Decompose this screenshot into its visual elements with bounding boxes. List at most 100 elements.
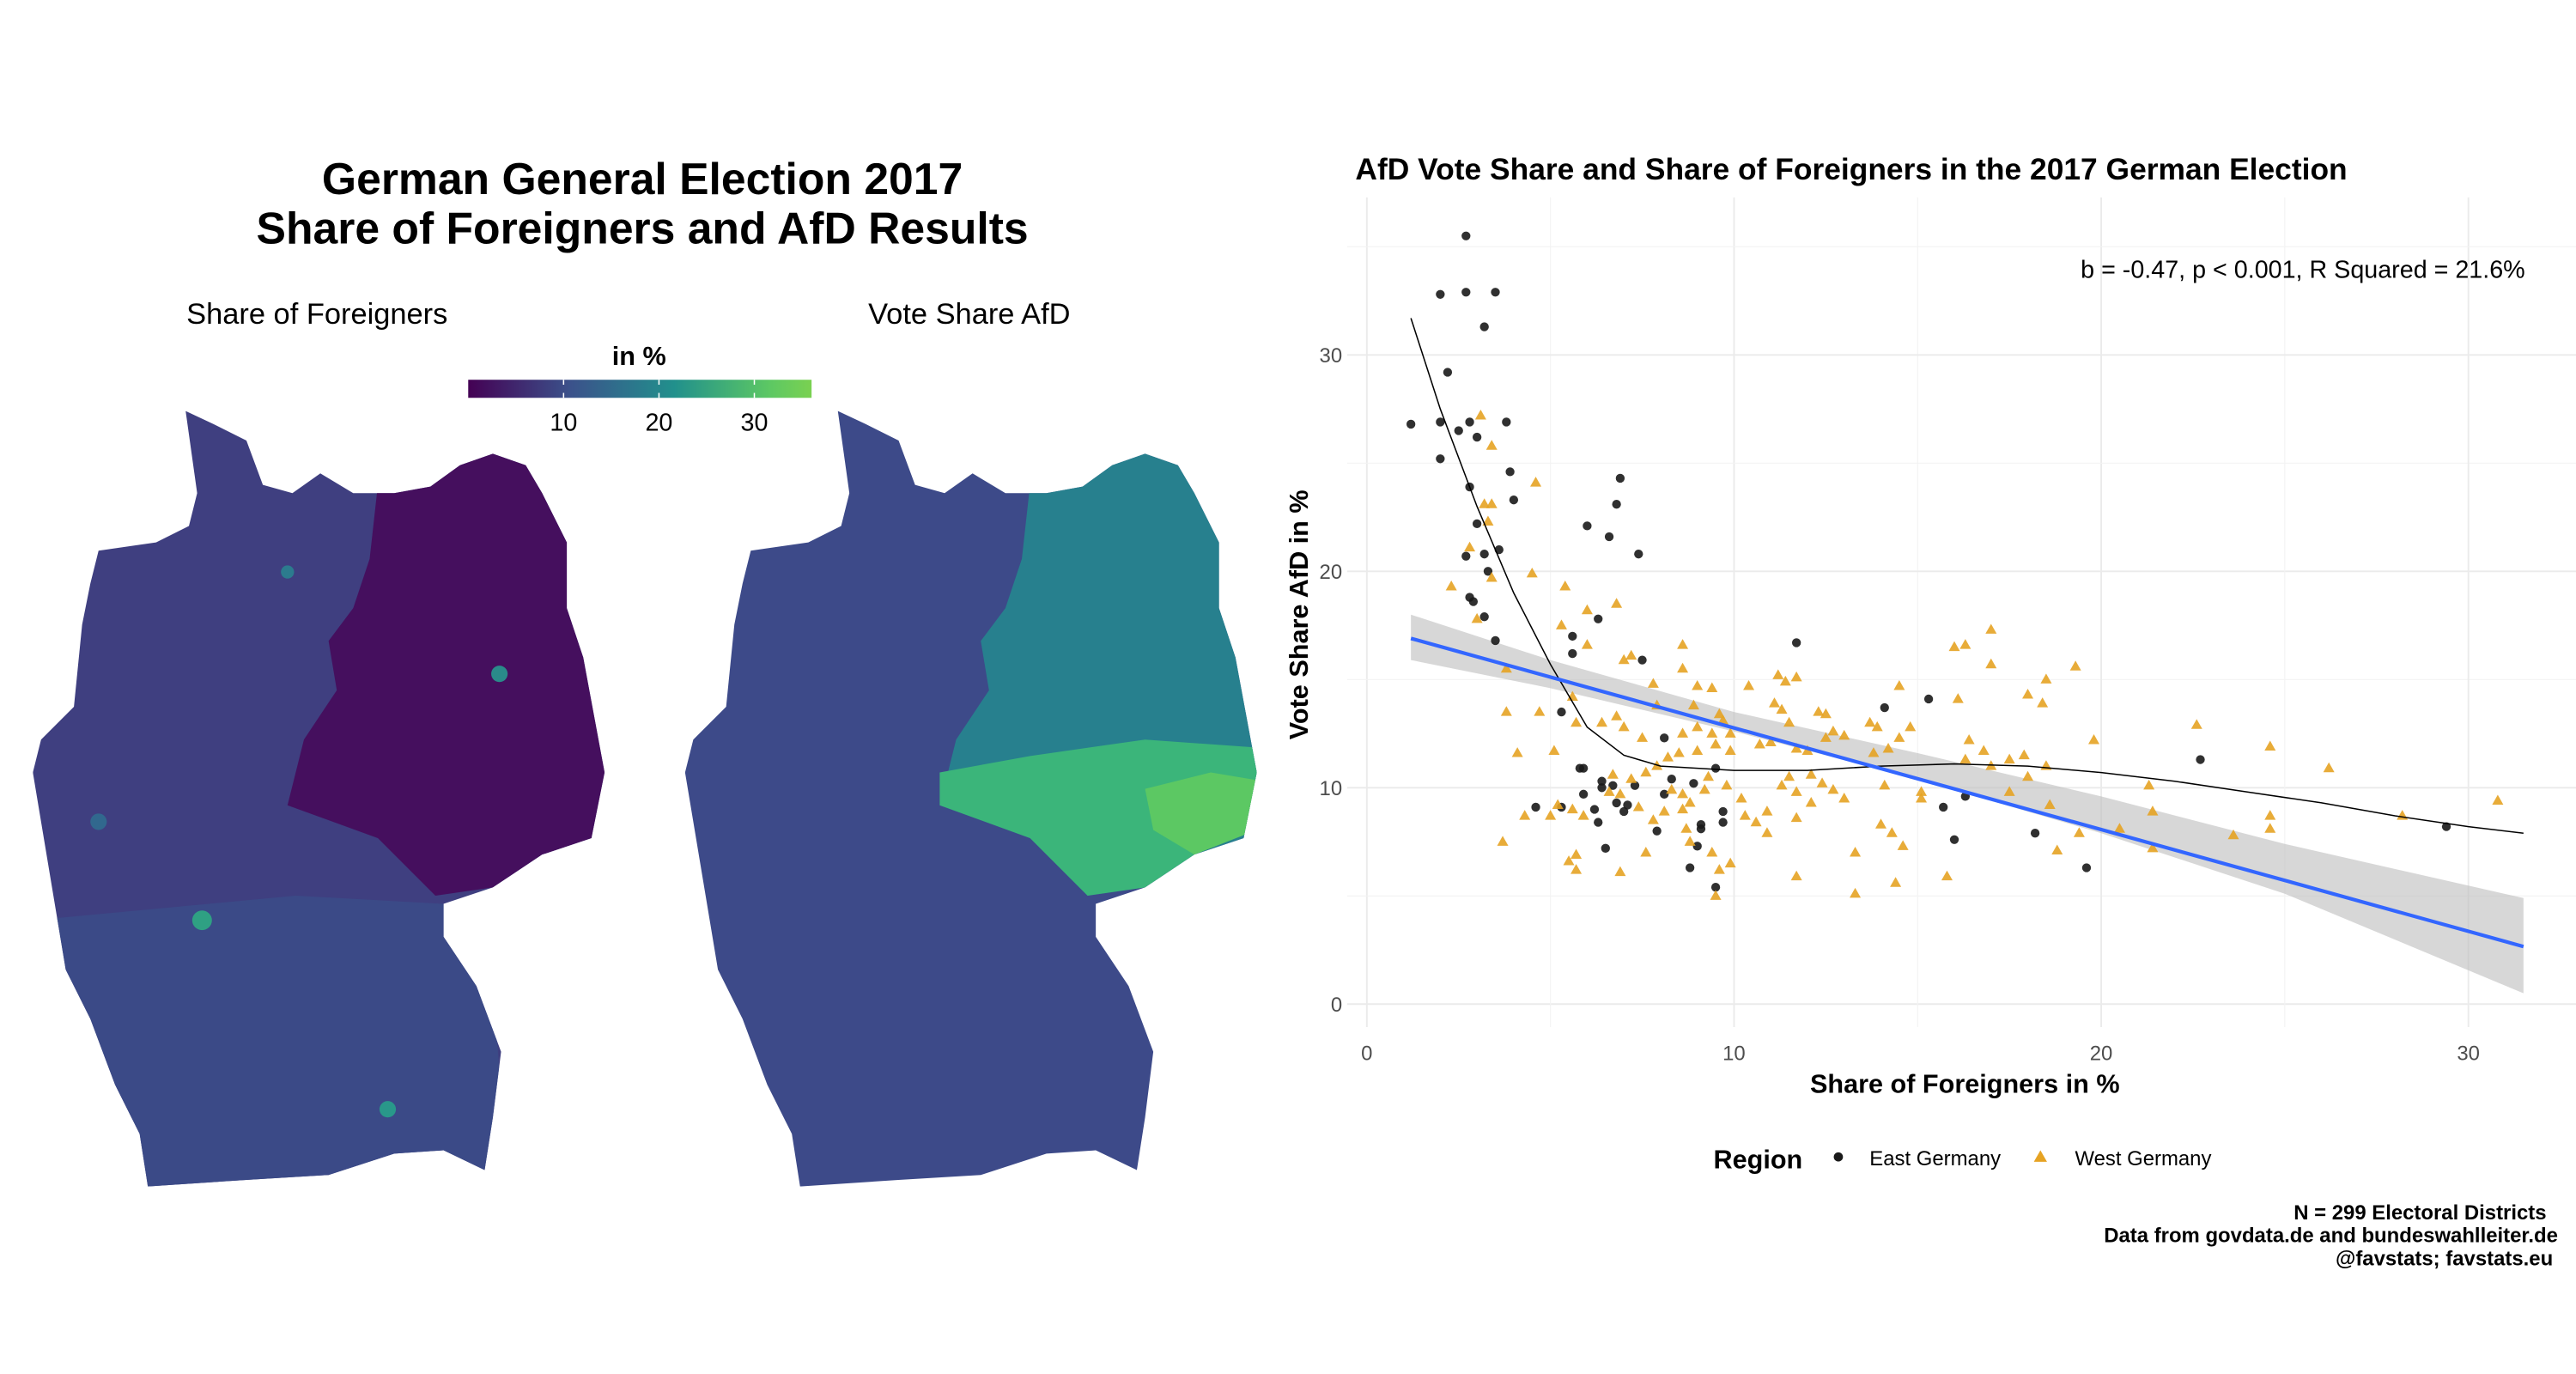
point-east-germany xyxy=(1436,289,1445,299)
y-axis-ticks: 0 10 20 30 xyxy=(1320,344,1343,1017)
point-west-germany xyxy=(2040,673,2052,684)
y-tick-label: 0 xyxy=(1331,994,1342,1017)
point-west-germany xyxy=(1684,797,1696,807)
point-west-germany xyxy=(2069,660,2081,671)
legend-east-marker xyxy=(1833,1152,1844,1162)
point-east-germany xyxy=(1660,789,1669,799)
point-east-germany xyxy=(1578,789,1589,799)
point-west-germany xyxy=(1497,836,1509,846)
map1-city-hotspot xyxy=(191,910,212,931)
point-west-germany xyxy=(1790,671,1802,682)
point-west-germany xyxy=(1948,641,1960,652)
point-west-germany xyxy=(1743,679,1755,690)
point-west-germany xyxy=(1519,810,1531,820)
point-west-germany xyxy=(1563,855,1575,866)
confidence-band xyxy=(1411,614,2524,994)
point-east-germany xyxy=(1443,368,1453,377)
point-west-germany xyxy=(1893,732,1905,742)
point-west-germany xyxy=(1959,753,1971,764)
point-west-germany xyxy=(1750,816,1762,827)
point-east-germany xyxy=(1483,567,1493,576)
point-east-germany xyxy=(1630,781,1640,790)
point-east-germany xyxy=(1479,612,1489,622)
point-west-germany xyxy=(1692,679,1704,690)
point-west-germany xyxy=(1724,727,1736,738)
point-west-germany xyxy=(1713,708,1725,719)
point-west-germany xyxy=(1566,803,1578,814)
maps-title-line1: German General Election 2017 xyxy=(322,154,963,204)
linear-fit-line xyxy=(1410,636,2524,949)
legend-west-marker xyxy=(2033,1150,2047,1162)
point-west-germany xyxy=(1640,846,1652,857)
point-west-germany xyxy=(1607,769,1619,779)
point-west-germany xyxy=(1941,870,1953,881)
point-west-germany xyxy=(1820,732,1832,742)
point-west-germany xyxy=(1724,857,1736,868)
point-east-germany xyxy=(1619,806,1629,817)
point-east-germany xyxy=(1594,818,1603,827)
point-west-germany xyxy=(2051,844,2063,854)
point-west-germany xyxy=(1445,581,1457,591)
point-west-germany xyxy=(1890,877,1902,887)
map1-region-south xyxy=(33,895,510,1187)
point-west-germany xyxy=(1625,649,1637,660)
point-west-germany xyxy=(1637,732,1649,742)
point-west-germany xyxy=(1581,639,1593,649)
x-tick-label: 0 xyxy=(1361,1042,1372,1065)
map2-region-saxony-thuringia xyxy=(939,739,1257,896)
point-west-germany xyxy=(1500,662,1512,673)
point-west-germany xyxy=(1783,770,1795,781)
point-west-germany xyxy=(2022,689,2034,699)
point-east-germany xyxy=(1623,800,1632,810)
point-west-germany xyxy=(1724,745,1736,756)
point-east-germany xyxy=(1468,597,1479,606)
point-west-germany xyxy=(2044,799,2056,810)
point-west-germany xyxy=(2227,829,2239,840)
point-west-germany xyxy=(1886,827,1898,837)
point-east-germany xyxy=(1718,818,1728,827)
point-west-germany xyxy=(1985,623,1997,634)
point-west-germany xyxy=(1545,810,1557,820)
point-west-germany xyxy=(1559,581,1571,591)
point-west-germany xyxy=(1838,792,1850,803)
x-axis-ticks: 0 10 20 30 xyxy=(1361,1042,2480,1065)
point-west-germany xyxy=(1790,743,1802,753)
point-east-germany xyxy=(1604,532,1614,542)
point-west-germany xyxy=(1916,792,1928,803)
map1-city-hotspot xyxy=(90,813,107,830)
point-east-germany xyxy=(1531,802,1540,812)
point-west-germany xyxy=(1790,870,1802,881)
point-west-germany xyxy=(2264,810,2276,820)
point-west-germany xyxy=(1687,699,1699,710)
point-west-germany xyxy=(1479,498,1491,508)
point-west-germany xyxy=(1805,797,1817,807)
point-east-germany xyxy=(1461,288,1471,297)
map-vote-share-afd xyxy=(684,410,1257,1187)
point-east-germany xyxy=(1583,521,1592,531)
point-west-germany xyxy=(1571,864,1583,874)
point-west-germany xyxy=(1526,567,1538,578)
point-west-germany xyxy=(1571,848,1583,859)
point-west-germany xyxy=(1710,890,1722,900)
point-west-germany xyxy=(2003,753,2015,764)
point-west-germany xyxy=(2190,719,2202,729)
point-west-germany xyxy=(1952,693,1964,703)
point-west-germany xyxy=(1772,669,1784,679)
point-west-germany xyxy=(1640,766,1652,777)
point-west-germany xyxy=(1684,836,1696,846)
point-east-germany xyxy=(2196,755,2205,764)
point-west-germany xyxy=(1658,806,1670,816)
point-west-germany xyxy=(1500,706,1512,716)
point-west-germany xyxy=(1827,725,1839,736)
point-west-germany xyxy=(1879,779,1891,790)
point-east-germany xyxy=(1491,288,1500,297)
point-west-germany xyxy=(1647,678,1659,688)
point-west-germany xyxy=(1905,720,1917,732)
point-west-germany xyxy=(1647,814,1659,824)
point-west-germany xyxy=(1963,733,1975,745)
point-west-germany xyxy=(1530,477,1542,487)
point-west-germany xyxy=(1511,747,1523,757)
map1-city-hotspot xyxy=(379,1101,397,1118)
x-tick-label: 30 xyxy=(2457,1042,2480,1065)
point-east-germany xyxy=(1502,417,1511,427)
